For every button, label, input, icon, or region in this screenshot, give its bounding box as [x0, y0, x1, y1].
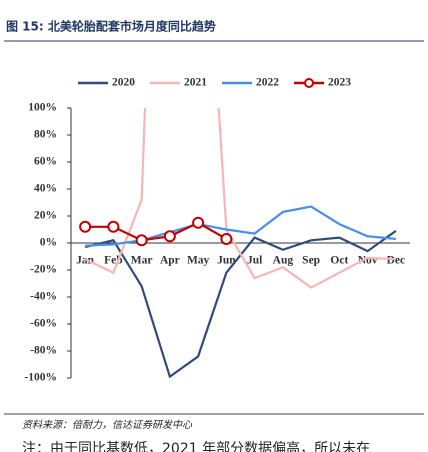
point	[107, 220, 120, 233]
x-tick-label: Jan	[76, 255, 95, 267]
y-tick-label: -80%	[30, 345, 57, 357]
y-tick-label: -60%	[30, 318, 57, 330]
y-tick-label: 0%	[40, 237, 57, 249]
point	[135, 234, 148, 247]
source: 资料来源：倍耐力，信达证券研发中心	[22, 419, 193, 431]
x-tick-label: Sep	[302, 255, 320, 267]
figure-title: 图 15: 北美轮胎配套市场月度同比趋势	[6, 19, 216, 34]
y-tick-label: 100%	[28, 102, 57, 114]
legend-marker	[304, 78, 314, 88]
legend-label: 2021	[184, 77, 207, 89]
x-tick-label: Jul	[247, 255, 262, 267]
x-tick-label: Dec	[387, 255, 406, 267]
y-tick-label: 80%	[34, 129, 57, 141]
series-line	[84, 108, 396, 289]
legend-label: 2023	[328, 77, 351, 89]
point	[79, 220, 92, 233]
plot-area	[84, 108, 397, 378]
y-tick-label: -100%	[24, 372, 57, 384]
x-tick-label: Oct	[330, 255, 348, 267]
x-tick-label: Jun	[217, 255, 236, 267]
point	[220, 232, 233, 245]
point	[192, 216, 205, 229]
x-tick-label: May	[187, 255, 210, 267]
x-tick-label: Aug	[273, 255, 294, 267]
y-tick-label: 40%	[34, 183, 57, 195]
x-tick-label: Apr	[160, 255, 180, 267]
x-tick-label: Mar	[131, 255, 153, 267]
legend-label: 2022	[256, 77, 279, 89]
note: 注：由于同比基数低，2021 年部分数据偏高，所以未在	[22, 440, 370, 452]
y-tick-label: -40%	[30, 291, 57, 303]
y-tick-label: 60%	[34, 156, 57, 168]
y-tick-label: 20%	[34, 210, 57, 222]
point	[163, 230, 176, 243]
legend-label: 2020	[112, 77, 135, 89]
y-tick-label: -20%	[30, 264, 57, 276]
